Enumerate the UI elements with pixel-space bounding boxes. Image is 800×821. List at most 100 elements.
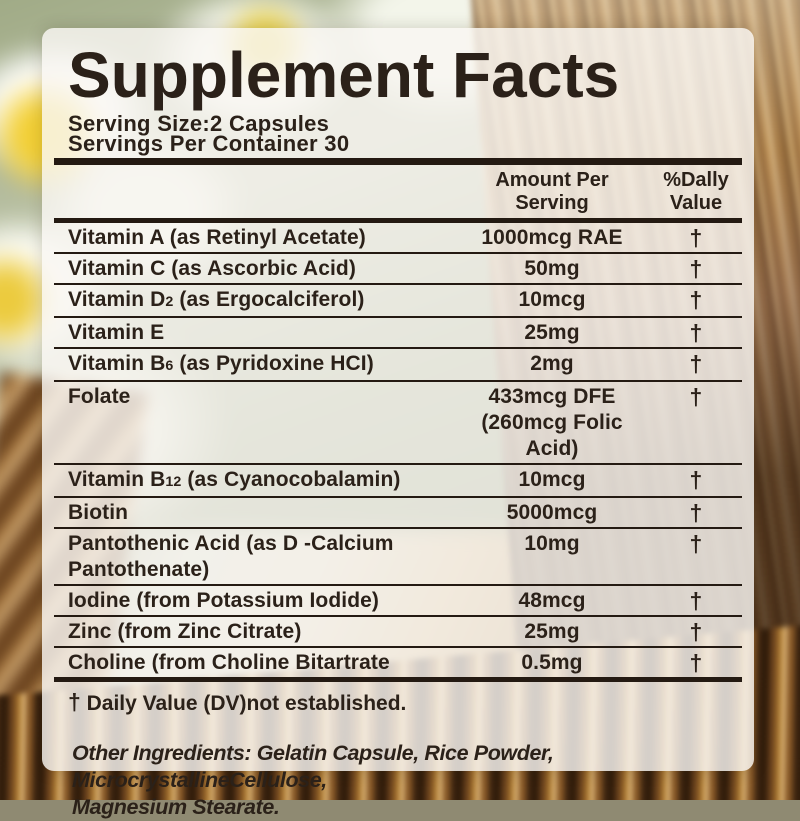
amount-value: 433mcg DFE	[488, 385, 616, 408]
daily-value-dagger: †	[689, 320, 703, 346]
nutrient-name: Iodine (from Potassium Iodide)	[54, 588, 454, 614]
table-row: Iodine (from Potassium Iodide) 48mcg †	[54, 586, 742, 617]
amount-value: 1000mcg RAE	[481, 226, 623, 249]
amount-value: 48mcg	[518, 589, 586, 612]
nutrient-amount: 50mg	[454, 256, 650, 282]
table-row: Pantothenic Acid (as D -Calcium Pantothe…	[54, 529, 742, 586]
table-row: Vitamin C (as Ascorbic Acid) 50mg †	[54, 254, 742, 285]
amount-value: 0.5mg	[521, 651, 583, 674]
daily-value-dagger: †	[689, 351, 703, 377]
table-row: Vitamin E 25mg †	[54, 318, 742, 349]
nutrient-name: Biotin	[54, 500, 454, 526]
nutrient-name: Choline (from Choline Bitartrate	[54, 650, 454, 676]
nutrient-name-part: Vitamin E	[68, 321, 165, 344]
nutrient-name-part: Vitamin D	[68, 288, 166, 311]
footnote-text: Daily Value (DV)not established.	[80, 692, 407, 715]
nutrient-amount: 10mcg	[454, 287, 650, 313]
amount-header-line1: Amount Per	[495, 169, 609, 191]
daily-value-dagger: †	[689, 287, 703, 313]
daily-value-dagger: †	[689, 256, 703, 282]
amount-value: 5000mcg	[506, 501, 598, 524]
nutrient-name-part: Vitamin B	[68, 352, 166, 375]
daily-value-dagger: †	[689, 500, 703, 526]
amount-value: 50mg	[524, 257, 580, 280]
nutrient-amount: 5000mcg	[454, 500, 650, 526]
nutrient-name-part: Biotin	[68, 501, 129, 524]
nutrient-name-subscript: 2	[165, 294, 174, 310]
nutrient-name-part: Vitamin A (as Retinyl Acetate)	[68, 226, 366, 249]
serving-info: Serving Size:2 Capsules Servings Per Con…	[68, 111, 734, 156]
nutrient-amount: 25mg	[454, 619, 650, 645]
table-row: Vitamin D2 (as Ergocalciferol) 10mcg †	[54, 285, 742, 318]
amount-value: 25mg	[524, 620, 580, 643]
amount-value: 10mcg	[518, 468, 586, 491]
daily-value-dagger: †	[689, 467, 703, 493]
nutrient-name: Vitamin E	[54, 320, 454, 346]
amount-value: 10mcg	[518, 288, 586, 311]
amount-header-line2: Serving	[515, 192, 589, 214]
column-headers: Amount Per Serving %Dally Value	[54, 165, 742, 218]
table-row: Biotin 5000mcg †	[54, 498, 742, 529]
nutrient-amount: 10mg	[454, 531, 650, 557]
amount-value: 2mg	[530, 352, 574, 375]
nutrient-name: Vitamin C (as Ascorbic Acid)	[54, 256, 454, 282]
nutrient-name-part: Vitamin C (as Ascorbic Acid)	[68, 257, 356, 280]
dv-header-line1: %Dally	[663, 169, 729, 191]
serving-size: Serving Size:2 Capsules	[68, 111, 330, 136]
divider-thick-top	[54, 158, 742, 165]
nutrient-amount: 433mcg DFE (260mcg Folic Acid)	[454, 384, 650, 462]
amount-value: 25mg	[524, 321, 580, 344]
facts-title: Supplement Facts	[68, 39, 620, 111]
nutrient-name: Vitamin D2 (as Ergocalciferol)	[54, 287, 454, 315]
column-header-amount: Amount Per Serving	[454, 169, 650, 215]
supplement-facts-panel: Supplement Facts Serving Size:2 Capsules…	[42, 28, 754, 819]
nutrient-name-part: Folate	[68, 385, 131, 408]
servings-per-container: Servings Per Container 30	[68, 131, 350, 156]
nutrient-name: Vitamin B12 (as Cyanocobalamin)	[54, 467, 454, 495]
nutrient-amount: 0.5mg	[454, 650, 650, 676]
nutrient-amount: 10mcg	[454, 467, 650, 493]
nutrient-name-part: Zinc (from Zinc Citrate)	[68, 620, 302, 643]
footnote: † Daily Value (DV)not established.	[68, 689, 734, 717]
nutrient-name: Folate	[54, 384, 454, 410]
nutrient-amount: 1000mcg RAE	[454, 225, 650, 251]
nutrient-name-part: Vitamin B	[68, 468, 166, 491]
nutrient-amount: 2mg	[454, 351, 650, 377]
dagger-icon: †	[68, 689, 81, 715]
table-row: Folate 433mcg DFE (260mcg Folic Acid) †	[54, 382, 742, 465]
nutrient-name: Vitamin B6 (as Pyridoxine HCI)	[54, 351, 454, 379]
nutrient-amount: 25mg	[454, 320, 650, 346]
column-header-daily-value: %Dally Value	[650, 169, 742, 215]
table-row: Choline (from Choline Bitartrate 0.5mg †	[54, 648, 742, 677]
daily-value-dagger: †	[689, 384, 703, 410]
facts-table: Vitamin A (as Retinyl Acetate) 1000mcg RA…	[42, 223, 754, 677]
nutrient-name-part: Choline (from Choline Bitartrate	[68, 651, 390, 674]
table-row: Vitamin A (as Retinyl Acetate) 1000mcg RA…	[54, 223, 742, 254]
daily-value-dagger: †	[689, 225, 703, 251]
divider-above-footnote	[54, 677, 742, 682]
nutrient-name: Vitamin A (as Retinyl Acetate)	[54, 225, 454, 251]
nutrient-name-part: Pantothenic Acid (as D -Calcium Pantothe…	[68, 532, 394, 581]
nutrient-name-part: (as Pyridoxine HCI)	[173, 352, 374, 375]
other-ingredients-line1: Other Ingredients: Gelatin Capsule, Rice…	[72, 741, 554, 792]
table-row: Vitamin B6 (as Pyridoxine HCI) 2mg †	[54, 349, 742, 382]
nutrient-name-part: (as Cyanocobalamin)	[181, 468, 401, 491]
nutrient-amount: 48mcg	[454, 588, 650, 614]
daily-value-dagger: †	[689, 619, 703, 645]
table-row: Zinc (from Zinc Citrate) 25mg †	[54, 617, 742, 648]
daily-value-dagger: †	[689, 650, 703, 676]
amount-value: 10mg	[524, 532, 580, 555]
nutrient-name-subscript: 6	[165, 358, 174, 374]
daily-value-dagger: †	[689, 531, 703, 557]
nutrient-name: Zinc (from Zinc Citrate)	[54, 619, 454, 645]
nutrient-name: Pantothenic Acid (as D -Calcium Pantothe…	[54, 531, 454, 583]
other-ingredients-line2: Magnesium Stearate.	[72, 795, 280, 819]
divider-under-header	[54, 218, 742, 223]
nutrient-name-part: (as Ergocalciferol)	[173, 288, 365, 311]
amount-value-secondary: (260mcg Folic Acid)	[481, 411, 623, 460]
nutrient-name-subscript: 12	[165, 474, 182, 490]
table-row: Vitamin B12 (as Cyanocobalamin) 10mcg †	[54, 465, 742, 498]
daily-value-dagger: †	[689, 588, 703, 614]
nutrient-name-part: Iodine (from Potassium Iodide)	[68, 589, 380, 612]
other-ingredients: Other Ingredients: Gelatin Capsule, Rice…	[72, 740, 734, 821]
